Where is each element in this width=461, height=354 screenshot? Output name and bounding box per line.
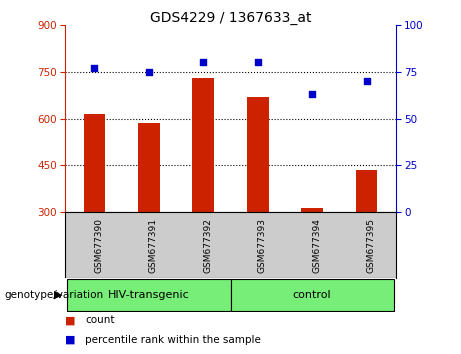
- Bar: [247, 97, 269, 212]
- Point: [308, 91, 316, 97]
- Bar: [355, 170, 378, 212]
- Text: GDS4229 / 1367633_at: GDS4229 / 1367633_at: [150, 11, 311, 25]
- Text: ■: ■: [65, 335, 75, 345]
- Text: GSM677392: GSM677392: [203, 218, 213, 273]
- Point: [91, 65, 98, 71]
- FancyBboxPatch shape: [230, 279, 394, 311]
- Text: ▶: ▶: [54, 290, 62, 300]
- Text: genotype/variation: genotype/variation: [5, 290, 104, 300]
- Bar: [83, 114, 106, 212]
- Text: HIV-transgenic: HIV-transgenic: [108, 290, 190, 300]
- Text: GSM677390: GSM677390: [95, 218, 103, 273]
- Point: [145, 69, 153, 74]
- Point: [200, 59, 207, 65]
- Point: [363, 78, 370, 84]
- Bar: [192, 78, 214, 212]
- Text: GSM677393: GSM677393: [258, 218, 267, 273]
- Text: GSM677394: GSM677394: [312, 218, 321, 273]
- FancyBboxPatch shape: [67, 279, 230, 311]
- Bar: [138, 123, 160, 212]
- Text: GSM677391: GSM677391: [149, 218, 158, 273]
- Text: GSM677395: GSM677395: [366, 218, 376, 273]
- Bar: [301, 208, 323, 212]
- Text: percentile rank within the sample: percentile rank within the sample: [85, 335, 261, 345]
- Text: count: count: [85, 315, 115, 325]
- Text: control: control: [293, 290, 331, 300]
- Text: ■: ■: [65, 315, 75, 325]
- Point: [254, 59, 261, 65]
